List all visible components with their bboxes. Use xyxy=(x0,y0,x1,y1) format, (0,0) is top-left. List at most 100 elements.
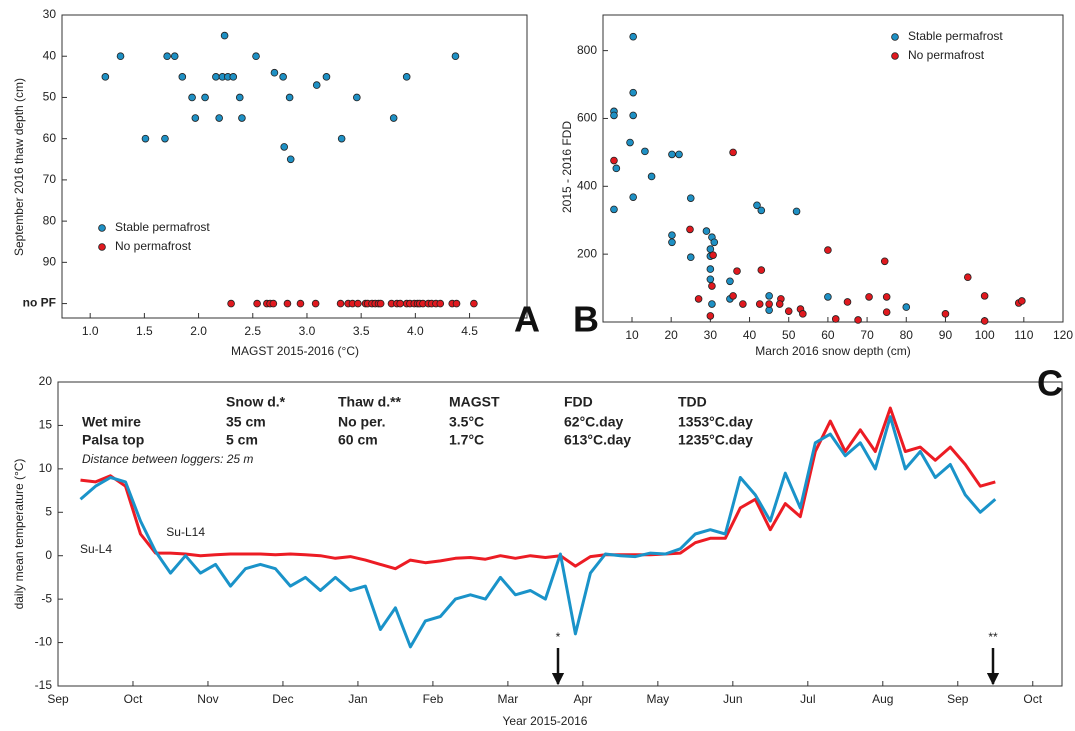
y-axis-label: daily mean temperature (°C) xyxy=(12,459,26,610)
data-point xyxy=(675,150,683,159)
data-point xyxy=(941,310,950,318)
x-tick-label: 10 xyxy=(625,328,639,342)
x-tick-label: Jul xyxy=(800,692,815,706)
x-tick-label: 100 xyxy=(975,328,995,342)
data-point xyxy=(178,73,187,81)
data-point xyxy=(212,73,220,81)
panel-label: A xyxy=(514,299,540,340)
data-point xyxy=(706,275,715,284)
y-tick-label: 10 xyxy=(39,461,53,475)
y-tick-label: 20 xyxy=(39,374,53,388)
data-point xyxy=(963,273,972,282)
data-point xyxy=(739,300,747,308)
y-tick-label: -15 xyxy=(35,678,53,692)
x-tick-label: 120 xyxy=(1053,328,1073,342)
x-axis-label: March 2016 snow depth (cm) xyxy=(755,344,910,358)
data-point xyxy=(775,300,784,308)
legend-swatch xyxy=(98,224,106,232)
data-point xyxy=(799,310,807,318)
data-point xyxy=(283,299,292,308)
x-tick-label: Jan xyxy=(348,692,367,706)
x-tick-label: 4.5 xyxy=(461,324,478,338)
data-point xyxy=(729,148,737,157)
x-tick-label: 70 xyxy=(860,328,874,342)
data-point xyxy=(843,298,852,306)
y-tick-label: no PF xyxy=(23,296,56,310)
y-tick-label: -5 xyxy=(41,591,52,605)
legend-label: Stable permafrost xyxy=(908,29,1003,43)
table-header: Snow d.* xyxy=(226,394,286,410)
data-point xyxy=(161,134,169,143)
y-tick-label: 400 xyxy=(577,178,597,192)
data-point xyxy=(612,164,621,173)
table-cell: 1353°C.day xyxy=(678,414,753,430)
x-tick-label: 80 xyxy=(900,328,914,342)
data-point xyxy=(269,299,278,308)
data-point xyxy=(376,299,385,308)
table-cell: Wet mire xyxy=(82,414,141,430)
panel-label: B xyxy=(573,299,599,340)
y-tick-label: 50 xyxy=(43,90,57,104)
data-point xyxy=(824,246,832,254)
data-point xyxy=(784,307,793,315)
y-axis-label: 2015 - 2016 FDD xyxy=(560,121,574,213)
data-point xyxy=(980,292,989,300)
x-tick-label: 1.5 xyxy=(136,324,153,338)
x-tick-label: Jun xyxy=(723,692,742,706)
legend-label: No permafrost xyxy=(115,239,192,253)
table-cell: 62°C.day xyxy=(564,414,624,430)
data-point xyxy=(353,93,361,102)
data-point xyxy=(436,299,445,308)
y-tick-label: 40 xyxy=(43,48,57,62)
legend-swatch xyxy=(891,33,899,41)
data-point xyxy=(824,293,832,301)
data-point xyxy=(220,31,229,40)
data-point xyxy=(280,143,289,151)
data-point xyxy=(296,299,305,308)
data-point xyxy=(686,194,695,202)
table-header: MAGST xyxy=(449,394,500,410)
data-point xyxy=(708,282,716,290)
data-point xyxy=(641,147,649,156)
data-point xyxy=(270,68,279,77)
data-point xyxy=(726,277,734,286)
y-tick-label: 600 xyxy=(577,111,597,125)
table-cell: Palsa top xyxy=(82,432,144,448)
data-point xyxy=(229,73,238,81)
x-tick-label: Dec xyxy=(272,692,293,706)
y-axis-label: September 2016 thaw depth (cm) xyxy=(12,78,26,256)
x-tick-label: 30 xyxy=(704,328,718,342)
marker-label: * xyxy=(556,630,561,644)
data-point xyxy=(629,32,637,41)
x-tick-label: Mar xyxy=(498,692,519,706)
x-tick-label: Sep xyxy=(47,692,69,706)
data-point xyxy=(311,299,320,308)
x-tick-label: 90 xyxy=(939,328,953,342)
data-point xyxy=(101,73,110,81)
x-tick-label: 2.0 xyxy=(190,324,207,338)
x-tick-label: 3.0 xyxy=(299,324,316,338)
x-tick-label: Feb xyxy=(423,692,444,706)
data-point xyxy=(312,81,321,89)
y-tick-label: 200 xyxy=(577,246,597,260)
temperature-line xyxy=(79,415,997,649)
data-point xyxy=(402,73,411,81)
data-point xyxy=(753,201,761,210)
data-point xyxy=(337,134,346,143)
data-point xyxy=(792,207,801,216)
data-point xyxy=(235,93,244,102)
y-tick-label: 30 xyxy=(43,7,57,21)
data-point xyxy=(733,267,741,275)
y-tick-label: 70 xyxy=(43,172,57,186)
data-point xyxy=(765,300,773,308)
data-point xyxy=(252,52,260,61)
table-cell: 5 cm xyxy=(226,432,258,448)
data-point xyxy=(629,111,637,120)
x-tick-label: 2.5 xyxy=(244,324,261,338)
data-point xyxy=(470,299,478,308)
data-point xyxy=(141,134,150,143)
legend-swatch xyxy=(891,52,899,60)
panel-label: C xyxy=(1037,363,1063,404)
data-point xyxy=(610,205,618,214)
data-point xyxy=(882,308,891,316)
